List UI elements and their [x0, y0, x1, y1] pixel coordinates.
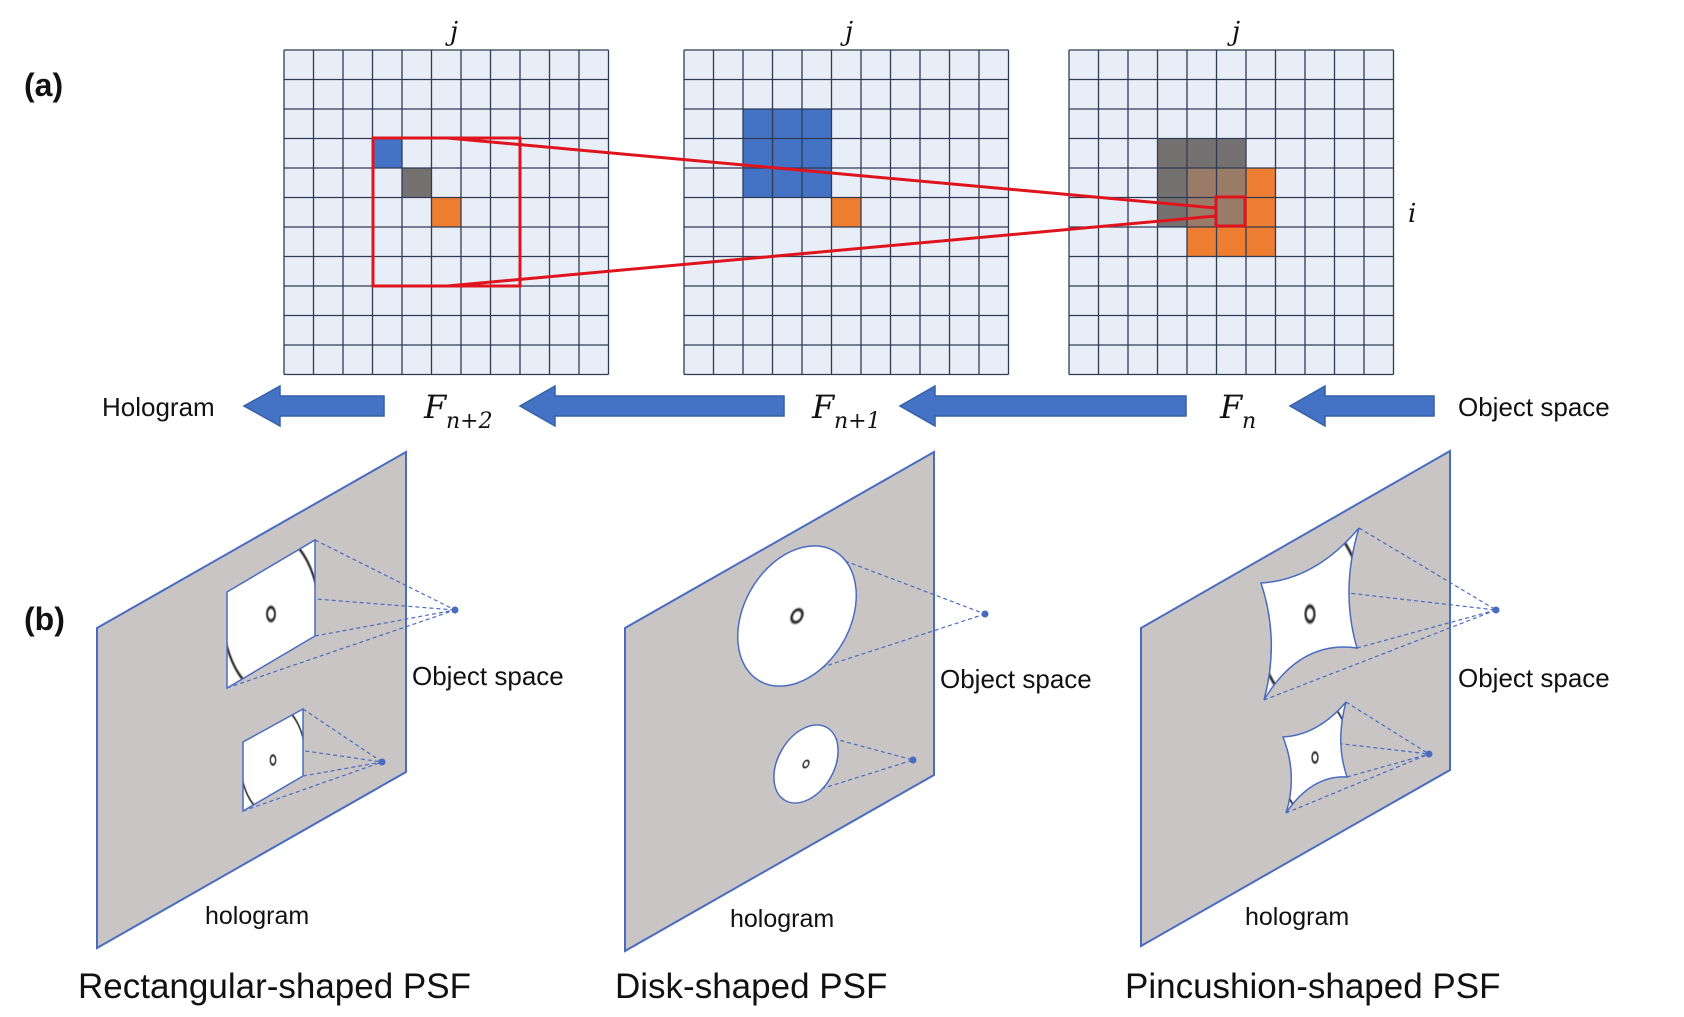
grid-cell-orange	[1246, 168, 1276, 198]
object-point-large	[981, 610, 989, 618]
frame-fn2-base: F	[423, 388, 448, 426]
panel-label-b: (b)	[24, 601, 65, 637]
grid-cell-orange	[1187, 227, 1217, 257]
grid-cell-mix	[1216, 168, 1246, 198]
grid-cell-orange	[1246, 227, 1276, 257]
grid-cell-gray	[402, 168, 432, 198]
frame-label-fn: F n	[1219, 388, 1256, 434]
arrow-fn1-to-fn2	[518, 384, 785, 428]
grid-cell-gray	[1216, 138, 1246, 168]
disk-psf-small-pattern	[773, 724, 839, 804]
grid-cell-mix	[1187, 168, 1217, 198]
projection-box-left	[371, 136, 522, 288]
object-point-large	[1492, 606, 1500, 614]
projection-line-bottom	[446, 214, 1217, 288]
hologram-plane	[96, 450, 407, 950]
psf-caption: Rectangular-shaped PSF	[78, 967, 471, 1006]
psf-caption: Pincushion-shaped PSF	[1125, 967, 1501, 1006]
projection-overlay	[371, 136, 1247, 288]
psf-panel-rectangular: Object space hologram Rectangular-shaped…	[78, 450, 564, 1006]
arrow-fn-to-fn1	[898, 384, 1187, 428]
frame-fn1-base: F	[811, 388, 836, 426]
grid-cell-blue	[372, 138, 402, 168]
grid-cell-mix	[1187, 197, 1217, 227]
object-space-label: Object space	[412, 661, 564, 691]
grid-cell-orange	[1246, 197, 1276, 227]
rectangular-psf-large-pattern	[226, 538, 316, 690]
grid-group	[283, 49, 1395, 376]
hologram-label: hologram	[730, 905, 834, 933]
disk-psf-large	[794, 555, 986, 677]
projection-line-top	[446, 136, 1217, 210]
grid-cell-blue	[772, 168, 802, 198]
grid-cell-blue	[802, 109, 832, 139]
grid-cell-gray	[1157, 168, 1187, 198]
grid-cell-blue	[802, 138, 832, 168]
grid-left-col-label: j	[445, 17, 458, 47]
grid-cell-orange	[1216, 227, 1246, 257]
grid-cell-gray	[1157, 138, 1187, 168]
object-point-small	[909, 756, 917, 764]
frame-fn-sub: n	[1242, 409, 1256, 434]
grid-cell-gray	[1187, 138, 1217, 168]
frame-label-fn2: F n+2	[423, 388, 493, 434]
pincushion-psf-small-pattern	[1281, 701, 1349, 814]
grid-right-col-label: j	[1227, 17, 1240, 47]
object-point-small	[378, 758, 386, 766]
grid-frame-fn1	[683, 49, 1010, 376]
psf-panel-pincushion: Object space hologram Pincushion-shaped …	[1125, 449, 1610, 1006]
pipeline-arrows	[242, 384, 1435, 428]
pipeline-object-space-label: Object space	[1458, 392, 1610, 422]
frame-fn1-sub: n+1	[834, 409, 881, 434]
frame-label-fn1: F n+1	[811, 388, 881, 434]
grid-cell-mix	[1216, 197, 1246, 227]
hologram-plane	[624, 450, 935, 953]
grid-cell-blue	[772, 109, 802, 139]
pincushion-psf-large	[1260, 527, 1497, 701]
rectangular-psf-small-pattern	[242, 707, 304, 813]
grid-cell-blue	[743, 138, 773, 168]
pincushion-psf-large-pattern	[1259, 527, 1360, 701]
grid-cell-blue	[772, 138, 802, 168]
object-space-label: Object space	[940, 664, 1092, 694]
hologram-label: hologram	[1245, 903, 1349, 931]
grid-cell-blue	[743, 168, 773, 198]
psf-caption: Disk-shaped PSF	[615, 967, 887, 1006]
grid-cell-orange	[831, 197, 861, 227]
arrow-object-to-fn	[1288, 384, 1435, 428]
frame-fn-base: F	[1219, 388, 1244, 426]
object-space-label: Object space	[1458, 663, 1610, 693]
pipeline-hologram-label: Hologram	[102, 392, 215, 422]
panel-label-a: (a)	[24, 67, 63, 103]
grid-frame-fn	[1068, 49, 1395, 376]
grid-middle-col-label: j	[840, 17, 853, 47]
disk-psf-large-pattern	[736, 545, 858, 687]
projection-box-right	[1214, 195, 1247, 228]
arrow-fn2-to-hologram	[242, 384, 385, 428]
object-point-small	[1425, 750, 1433, 758]
hologram-plane	[1140, 449, 1451, 948]
grid-row-label: i	[1408, 199, 1416, 229]
frame-fn2-sub: n+2	[446, 409, 493, 434]
hologram-label: hologram	[205, 902, 309, 930]
grid-frame-fn2	[283, 49, 610, 376]
object-point-large	[451, 606, 459, 614]
grid-cell-orange	[431, 197, 461, 227]
psf-panel-disk: Object space hologram Disk-shaped PSF	[615, 450, 1092, 1006]
grid-cell-blue	[743, 109, 773, 139]
